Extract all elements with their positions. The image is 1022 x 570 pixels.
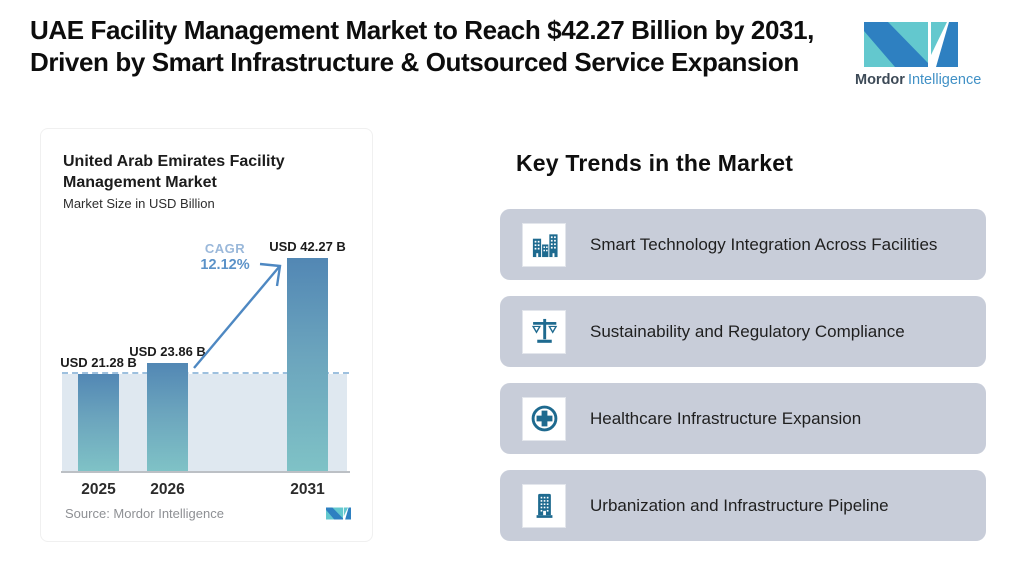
mordor-logo-icon [864, 22, 958, 67]
reference-dashed-line [62, 372, 349, 374]
page-title: UAE Facility Management Market to Reach … [30, 14, 860, 78]
market-chart-card: United Arab Emirates Facility Management… [40, 128, 373, 542]
trend-icon-tile [522, 396, 566, 441]
x-axis-label: 2031 [290, 481, 325, 498]
cagr-annotation: CAGR 12.12% [191, 241, 259, 273]
chart-header: United Arab Emirates Facility Management… [63, 151, 285, 211]
source-text: Source: Mordor Intelligence [65, 506, 224, 521]
chart-title: United Arab Emirates Facility Management… [63, 153, 285, 191]
chart-bar [78, 374, 119, 471]
page-title-line2: Driven by Smart Infrastructure & Outsour… [30, 47, 799, 77]
trend-label: Healthcare Infrastructure Expansion [590, 409, 862, 428]
trends-heading: Key Trends in the Market [516, 150, 794, 176]
chart-bar [147, 363, 188, 471]
chart-subtitle: Market Size in USD Billion [63, 196, 215, 211]
growth-arrow-icon [193, 262, 282, 369]
trend-card-urbanization: Urbanization and Infrastructure Pipeline [500, 470, 986, 541]
trend-card-healthcare: Healthcare Infrastructure Expansion [500, 383, 986, 454]
cagr-label: CAGR [204, 241, 246, 256]
trend-icon-tile [522, 309, 566, 354]
page-title-line1: UAE Facility Management Market to Reach … [30, 15, 814, 45]
buildings-icon [532, 234, 558, 258]
trend-label: Urbanization and Infrastructure Pipeline [590, 496, 889, 515]
scale-icon [531, 318, 557, 343]
brand-logo: Mordor Intelligence [855, 22, 981, 88]
trend-label: Smart Technology Integration Across Faci… [590, 235, 938, 254]
trend-list: Smart Technology Integration Across Faci… [500, 209, 986, 541]
chart-bar [287, 258, 328, 471]
trend-card-sustainability: Sustainability and Regulatory Compliance [500, 296, 986, 367]
brand-name: Mordor Intelligence [855, 72, 981, 88]
x-axis-line [61, 471, 350, 473]
trend-card-smart-technology: Smart Technology Integration Across Faci… [500, 209, 986, 280]
trend-icon-tile [522, 222, 566, 267]
x-axis-label: 2025 [81, 481, 116, 498]
trend-label: Sustainability and Regulatory Compliance [590, 322, 905, 341]
brand-name-light: Intelligence [907, 72, 982, 88]
source-row: Source: Mordor Intelligence [65, 506, 351, 521]
brand-name-bold: Mordor [855, 72, 905, 88]
key-trends-section: Key Trends in the Market [500, 150, 986, 557]
x-axis-label: 2026 [150, 481, 185, 498]
mordor-logo-small-icon [326, 507, 351, 520]
bar-value-label: USD 23.86 B [129, 344, 206, 359]
medical-cross-icon [531, 405, 557, 432]
bar-value-label: USD 21.28 B [60, 355, 137, 370]
cagr-value: 12.12% [200, 257, 250, 273]
building-icon [536, 493, 552, 518]
bar-value-label: USD 42.27 B [269, 239, 346, 254]
trend-icon-tile [522, 483, 566, 528]
